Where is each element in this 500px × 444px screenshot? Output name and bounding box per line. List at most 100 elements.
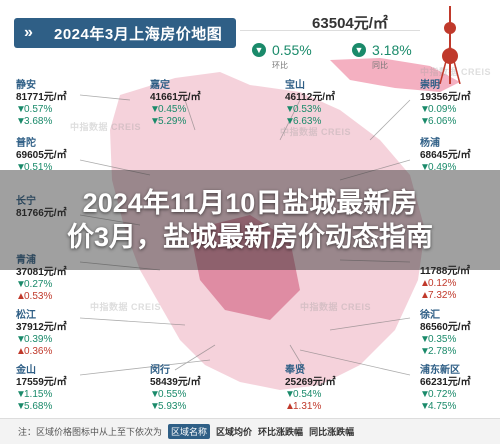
watermark: 中指数据 CREIS [90,302,162,312]
down-arrow-icon: ▼ [352,43,366,57]
district-yoy: 7.32% [428,290,457,301]
district-name: 闵行 [150,365,170,376]
district-price: 37912元/㎡ [16,322,67,333]
mom-value: 0.55% [272,42,312,58]
district-price: 58439元/㎡ [150,377,201,388]
footer-note: 注：区域价格图标中从上至下依次为 [18,427,163,437]
district-name: 宝山 [285,80,305,91]
down-arrow-icon: ▼ [252,43,266,57]
district-name: 浦东新区 [420,365,460,376]
district-mom: 0.49% [428,162,457,173]
district-mom: 0.12% [428,278,457,289]
district-yoy: 1.31% [293,401,322,412]
average-price: 63504元/㎡ [312,15,388,32]
district-card: 宝山 46112元/㎡ ▼0.53% ▼6.63% [285,80,336,127]
district-name: 青浦 [16,255,36,266]
footer-legend: 注：区域价格图标中从上至下依次为 区域名称 区域均价 环比涨跌幅 同比涨跌幅 [0,418,500,444]
district-price: 86560元/㎡ [420,322,471,333]
district-name: 静安 [16,80,36,91]
district-name: 松江 [16,310,36,321]
district-yoy: 4.75% [428,401,457,412]
district-mom: 0.55% [158,389,187,400]
district-yoy: 5.68% [24,401,53,412]
footer-key-4: 同比涨跌幅 [309,427,355,437]
district-name: 杨浦 [420,138,440,149]
footer-key-2: 区域均价 [216,427,253,437]
district-card: 11788元/㎡ ▲0.12% ▲7.32% [420,266,471,301]
district-card: 杨浦 68645元/㎡ ▼0.49% [420,138,471,173]
district-mom: 0.27% [24,279,53,290]
district-price: 17559元/㎡ [16,377,67,388]
mom-label: 环比 [272,61,288,70]
district-name: 奉贤 [285,365,305,376]
district-price: 37081元/㎡ [16,267,67,278]
district-mom: 0.57% [24,104,53,115]
district-yoy: 5.93% [158,401,187,412]
divider [240,30,420,31]
headline-text: 2024年11月10日盐城最新房 价3月，盐城最新房价动态指南 [0,186,500,254]
district-name: 金山 [16,365,36,376]
district-price: 81771元/㎡ [16,92,67,103]
district-price: 46112元/㎡ [285,92,336,103]
district-card: 嘉定 41661元/㎡ ▼0.45% ▼5.29% [150,80,201,127]
district-card: 崇明 19356元/㎡ ▼0.09% ▼6.06% [420,80,471,127]
district-price: 69605元/㎡ [16,150,67,161]
district-name: 长宁 [16,196,36,207]
district-price: 81766元/㎡ [16,208,67,219]
footer-key-1: 区域名称 [168,424,211,439]
district-card: 浦东新区 66231元/㎡ ▼0.72% ▼4.75% [420,365,471,412]
district-price: 19356元/㎡ [420,92,471,103]
district-yoy: 6.06% [428,116,457,127]
district-yoy: 2.78% [428,346,457,357]
district-card: 静安 81771元/㎡ ▼0.57% ▼3.68% [16,80,67,127]
district-price: 66231元/㎡ [420,377,471,388]
district-card: 普陀 69605元/㎡ ▼0.51% [16,138,67,173]
district-card: 松江 37912元/㎡ ▼0.39% ▲0.36% [16,310,67,357]
map-title-badge: » 2024年3月上海房价地图 [14,18,236,48]
district-mom: 0.54% [293,389,322,400]
district-yoy: 5.29% [158,116,187,127]
district-card: 奉贤 25269元/㎡ ▼0.54% ▲1.31% [285,365,336,412]
district-price: 68645元/㎡ [420,150,471,161]
district-mom: 1.15% [24,389,53,400]
district-mom: 0.53% [293,104,322,115]
double-chevron-icon: » [24,24,34,41]
district-mom: 0.51% [24,162,53,173]
map-title: 2024年3月上海房价地图 [54,25,223,43]
district-mom: 0.45% [158,104,187,115]
district-price: 11788元/㎡ [420,266,471,277]
district-card: 长宁 81766元/㎡ [16,196,67,220]
district-mom: 0.35% [428,334,457,345]
headline-line-1: 2024年11月10日盐城最新房 [82,188,418,218]
district-name: 嘉定 [150,80,170,91]
watermark: 中指数据 CREIS [420,67,492,77]
yoy-value: 3.18% [372,42,412,58]
district-name: 普陀 [16,138,36,149]
watermark: 中指数据 CREIS [280,127,352,137]
district-mom: 0.72% [428,389,457,400]
district-mom: 0.09% [428,104,457,115]
district-yoy: 0.36% [24,346,53,357]
district-mom: 0.39% [24,334,53,345]
district-yoy: 0.53% [24,291,53,302]
district-price: 41661元/㎡ [150,92,201,103]
watermark: 中指数据 CREIS [300,302,372,312]
district-name: 徐汇 [420,310,440,321]
yoy-label: 同比 [372,61,388,70]
yoy-stat: ▼ 3.18% [352,42,412,58]
district-card: 徐汇 86560元/㎡ ▼0.35% ▼2.78% [420,310,471,357]
mom-stat: ▼ 0.55% [252,42,312,58]
district-yoy: 6.63% [293,116,322,127]
district-card: 金山 17559元/㎡ ▼1.15% ▼5.68% [16,365,67,412]
tv-tower-icon [439,6,461,84]
district-card: 青浦 37081元/㎡ ▼0.27% ▲0.53% [16,255,67,302]
district-yoy: 3.68% [24,116,53,127]
headline-overlay [0,170,500,270]
headline-line-2: 价3月，盐城最新房价动态指南 [66,222,433,252]
district-price: 25269元/㎡ [285,377,336,388]
district-name: 崇明 [420,80,440,91]
district-card: 闵行 58439元/㎡ ▼0.55% ▼5.93% [150,365,201,412]
watermark: 中指数据 CREIS [70,122,142,132]
